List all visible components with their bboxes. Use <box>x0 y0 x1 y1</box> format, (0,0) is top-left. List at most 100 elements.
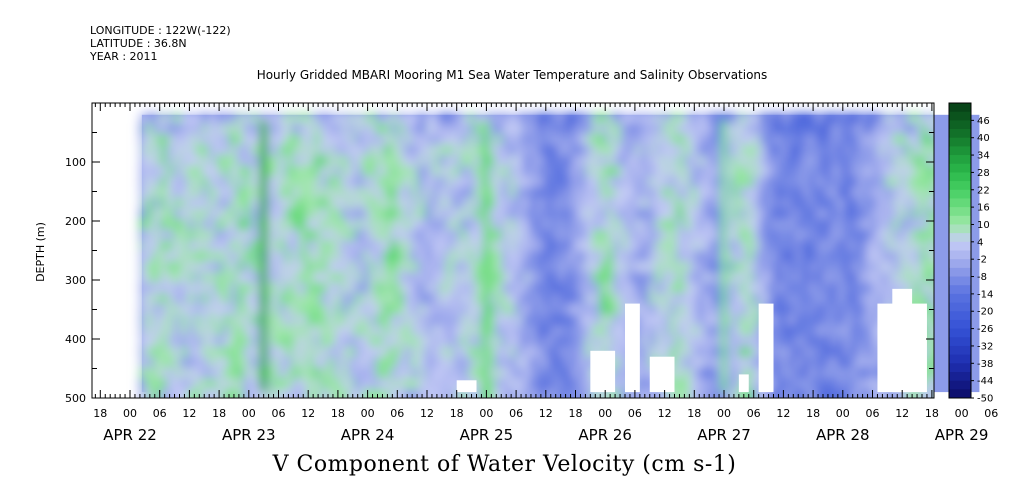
heatmap-cell <box>278 378 287 398</box>
heatmap-cell <box>376 388 385 398</box>
colorbar-segment <box>949 319 971 330</box>
colorbar-label: 22 <box>977 185 990 196</box>
heatmap-cell <box>250 378 259 398</box>
heatmap-cell <box>815 378 824 398</box>
heatmap-cell <box>690 378 699 398</box>
heatmap-cell <box>843 388 852 398</box>
heatmap-cell <box>920 388 929 398</box>
colorbar-label: -26 <box>977 324 993 335</box>
heatmap-cell <box>264 388 273 398</box>
heatmap-cell <box>585 388 594 398</box>
heatmap-cell <box>822 378 831 398</box>
colorbar-segment <box>949 345 971 356</box>
y-axis-ticks: 100 200 300 400 500 <box>65 102 934 405</box>
heatmap-cell <box>236 378 245 398</box>
heatmap-cell <box>501 388 510 398</box>
colorbar-label: 46 <box>977 116 990 127</box>
heatmap-cell <box>913 388 922 398</box>
colorbar-label: 16 <box>977 203 990 214</box>
heatmap-cell <box>383 378 392 398</box>
heatmap-cell <box>404 378 413 398</box>
heatmap-cell <box>927 388 934 398</box>
heatmap-cell <box>362 388 371 398</box>
heatmap-cell <box>327 388 336 398</box>
colorbar-segment <box>949 224 971 234</box>
heatmap-cell <box>355 388 364 398</box>
x-day-label: APR 26 <box>578 426 632 444</box>
heatmap-cell <box>578 378 587 398</box>
colorbar-segment <box>949 103 971 113</box>
heatmap-cell <box>320 388 329 398</box>
colorbar-frame <box>948 102 972 399</box>
heatmap-cell <box>480 388 489 398</box>
heatmap-cell <box>243 388 252 398</box>
heatmap-cell <box>508 378 517 398</box>
heatmap-cell <box>257 388 266 398</box>
colorbar-segment <box>949 389 971 399</box>
heatmap-cell <box>564 378 573 398</box>
colorbar-label: -50 <box>977 394 993 405</box>
colorbar-segment <box>949 293 971 304</box>
heatmap-cell <box>466 388 475 398</box>
heatmap-cell <box>487 388 496 398</box>
heatmap-cell <box>243 378 252 398</box>
heatmap-cell <box>271 378 280 398</box>
missing-data-region <box>625 303 640 393</box>
heatmap-cell <box>501 378 510 398</box>
heatmap-cell <box>522 388 531 398</box>
colorbar-segment <box>949 120 971 130</box>
heatmap-cell <box>222 388 231 398</box>
x-hour-tick-label: 06 <box>747 407 761 420</box>
heatmap-cell <box>411 388 420 398</box>
colorbar-segment <box>949 311 971 321</box>
colorbar-label: -32 <box>977 341 993 352</box>
heatmap-cell <box>592 388 601 398</box>
heatmap-cell <box>760 388 769 398</box>
x-day-label: APR 29 <box>935 426 989 444</box>
heatmap-cell <box>180 378 189 398</box>
heatmap-cell <box>669 388 678 398</box>
heatmap-cell <box>906 388 915 398</box>
heatmap-cell <box>208 378 217 398</box>
colorbar-segment <box>949 380 971 390</box>
heatmap-cell <box>418 388 427 398</box>
x-hour-tick-label: 06 <box>628 407 642 420</box>
colorbar-segment <box>949 328 971 338</box>
heatmap-cell <box>236 388 245 398</box>
heatmap-cell <box>348 378 357 398</box>
heatmap-cell <box>746 388 755 398</box>
heatmap-cell <box>138 388 147 398</box>
heatmap-plot-area <box>138 112 980 398</box>
heatmap-cell <box>725 378 734 398</box>
heatmap-cell <box>620 378 629 398</box>
heatmap-cell <box>508 388 517 398</box>
heatmap-cell <box>606 388 615 398</box>
heatmap-cell <box>264 378 273 398</box>
heatmap-cell <box>215 378 224 398</box>
x-hour-tick-label: 12 <box>301 407 315 420</box>
x-hour-tick-label: 12 <box>182 407 196 420</box>
x-hour-tick-label: 18 <box>331 407 345 420</box>
heatmap-cell <box>774 378 783 398</box>
heatmap-cell <box>494 388 503 398</box>
heatmap-cell <box>732 378 741 398</box>
heatmap-cell <box>871 378 880 398</box>
heatmap-cell <box>864 388 873 398</box>
heatmap-cell <box>529 388 538 398</box>
y-tick-label: 200 <box>65 215 86 228</box>
heatmap-cell <box>641 378 650 398</box>
heatmap-cell <box>348 388 357 398</box>
heatmap-cell <box>885 388 894 398</box>
colorbar-segment <box>949 250 971 260</box>
heatmap-cell <box>341 388 350 398</box>
x-hour-tick-label: 12 <box>776 407 790 420</box>
x-hour-tick-label: 18 <box>569 407 583 420</box>
heatmap-cell <box>215 388 224 398</box>
heatmap-cell <box>634 388 643 398</box>
heatmap-cell <box>229 378 238 398</box>
colorbar-segment <box>949 155 971 165</box>
heatmap-cell <box>473 388 482 398</box>
y-axis-label: DEPTH (m) <box>34 222 47 282</box>
heatmap-cell <box>194 378 203 398</box>
x-hour-tick-label: 06 <box>509 407 523 420</box>
